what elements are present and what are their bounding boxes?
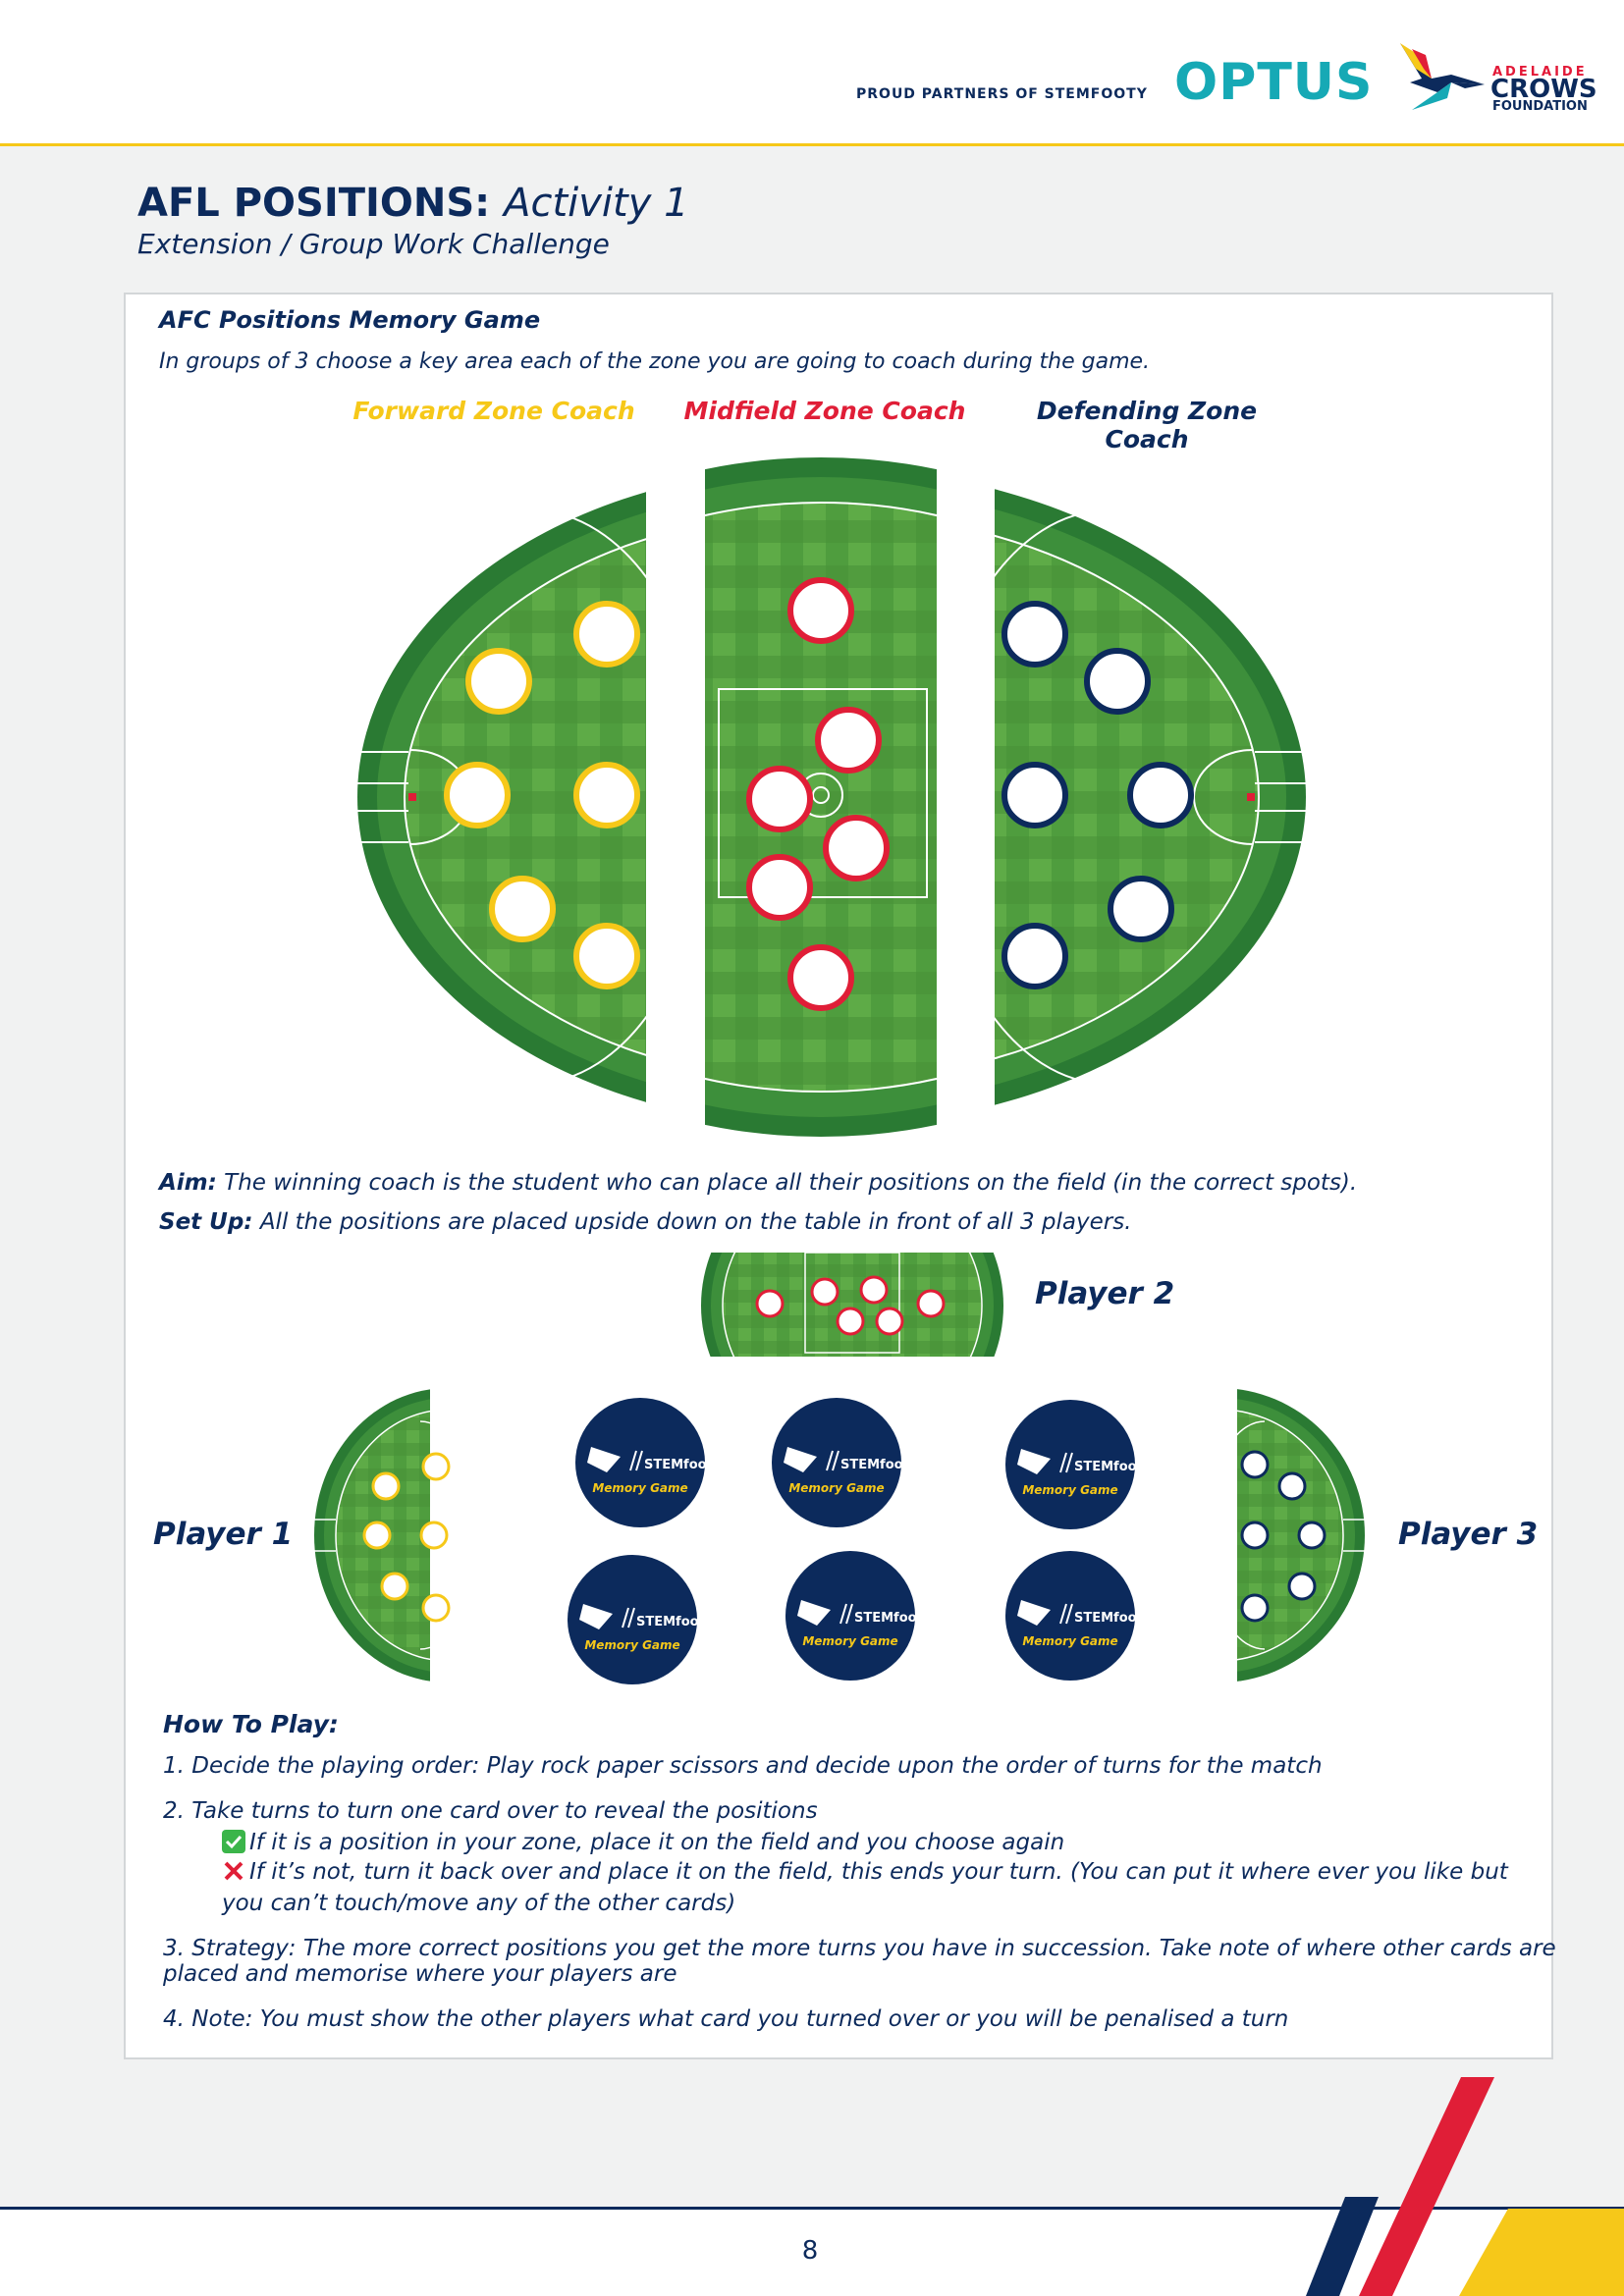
game-intro: In groups of 3 choose a key area each of… — [159, 349, 1151, 374]
memory-card-label: Memory Game — [584, 1638, 679, 1652]
aim-text: The winning coach is the student who can… — [224, 1170, 1358, 1196]
rule-2-yes-text: If it is a position in your zone, place … — [249, 1830, 1065, 1855]
how-to-play-heading: How To Play: — [163, 1710, 339, 1738]
memory-card-brand: STEMfooty — [1074, 1460, 1152, 1474]
forward-position-markers — [444, 601, 640, 989]
crow-logo-icon — [1400, 43, 1485, 110]
aim-label: Aim: — [159, 1170, 217, 1196]
memory-card-3[interactable]: STEMfooty Memory Game — [1005, 1400, 1152, 1529]
rule-2-no: If it’s not, turn it back over and place… — [222, 1859, 1508, 1885]
fields-illustration: STEMfooty Memory Game STEMfooty Memory G… — [314, 457, 1365, 1684]
page-number: 8 — [801, 2236, 819, 2266]
page-title: AFL POSITIONS: Activity 1 — [137, 181, 689, 226]
player-3-markers — [1240, 1450, 1326, 1623]
memory-card-5[interactable]: STEMfooty Memory Game — [785, 1551, 932, 1681]
header-bar: PROUD PARTNERS OF STEMFOOTY OPTUS ADELAI… — [0, 0, 1624, 146]
zone-forward-label: Forward Zone Coach — [352, 397, 635, 425]
memory-card-label: Memory Game — [788, 1481, 884, 1495]
memory-card-2[interactable]: STEMfooty Memory Game — [772, 1398, 918, 1527]
zone-defending-label: Defending Zone Coach — [1036, 397, 1258, 454]
player-2-label: Player 2 — [1035, 1276, 1175, 1311]
aim-paragraph: Aim: The winning coach is the student wh… — [159, 1170, 1357, 1196]
memory-card-4[interactable]: STEMfooty Memory Game — [568, 1555, 714, 1684]
crows-wordmark: CROWS — [1490, 75, 1597, 104]
midfield-position-markers — [746, 577, 890, 1011]
rule-2-yes: If it is a position in your zone, place … — [222, 1830, 1064, 1855]
player-2-field — [701, 1253, 1003, 1357]
rule-2-no-cont: you can’t touch/move any of the other ca… — [222, 1891, 736, 1916]
decorative-stripes — [1306, 2077, 1624, 2296]
memory-card-brand: STEMfooty — [636, 1615, 714, 1629]
memory-card-label: Memory Game — [1022, 1634, 1117, 1648]
memory-card-label: Memory Game — [802, 1634, 897, 1648]
partner-text: PROUD PARTNERS OF STEMFOOTY — [856, 86, 1148, 102]
crows-adelaide: ADELAIDE — [1492, 65, 1588, 80]
memory-card-label: Memory Game — [592, 1481, 687, 1495]
rule-3: 3. Strategy: The more correct positions … — [163, 1936, 1556, 1961]
rule-1: 1. Decide the playing order: Play rock p… — [163, 1753, 1323, 1779]
rule-3-cont: placed and memorise where your players a… — [163, 1961, 677, 1987]
memory-card-brand: STEMfooty — [644, 1458, 722, 1472]
memory-card-brand: STEMfooty — [1074, 1611, 1152, 1626]
setup-text: All the positions are placed upside down… — [259, 1209, 1132, 1235]
rule-2: 2. Take turns to turn one card over to r… — [163, 1798, 818, 1824]
footer-divider — [0, 2207, 1624, 2210]
player-3-label: Player 3 — [1398, 1517, 1539, 1552]
player-1-markers — [362, 1452, 451, 1623]
memory-card-label: Memory Game — [1022, 1483, 1117, 1497]
crows-foundation: FOUNDATION — [1492, 99, 1588, 114]
rule-2-no-text: If it’s not, turn it back over and place… — [249, 1859, 1508, 1885]
player-1-label: Player 1 — [153, 1517, 294, 1552]
page-subtitle: Extension / Group Work Challenge — [137, 228, 610, 260]
zone-midfield-label: Midfield Zone Coach — [683, 397, 966, 425]
game-heading: AFC Positions Memory Game — [159, 306, 541, 334]
cross-icon — [224, 1861, 244, 1881]
rule-4: 4. Note: You must show the other players… — [163, 2006, 1289, 2032]
check-icon — [222, 1830, 245, 1853]
memory-card-6[interactable]: STEMfooty Memory Game — [1005, 1551, 1152, 1681]
memory-card-brand: STEMfooty — [854, 1611, 932, 1626]
title-activity: Activity 1 — [504, 181, 689, 226]
midfield-zone-field — [705, 457, 937, 1137]
setup-label: Set Up: — [159, 1209, 253, 1235]
title-main: AFL POSITIONS: — [137, 181, 491, 226]
player-2-markers — [755, 1275, 946, 1336]
memory-card-brand: STEMfooty — [840, 1458, 918, 1472]
defending-position-markers — [1001, 601, 1194, 989]
optus-logo: OPTUS — [1174, 53, 1374, 112]
activity-card: AFC Positions Memory Game In groups of 3… — [124, 293, 1556, 2059]
memory-card-1[interactable]: STEMfooty Memory Game — [575, 1398, 722, 1527]
setup-paragraph: Set Up: All the positions are placed ups… — [159, 1209, 1131, 1235]
